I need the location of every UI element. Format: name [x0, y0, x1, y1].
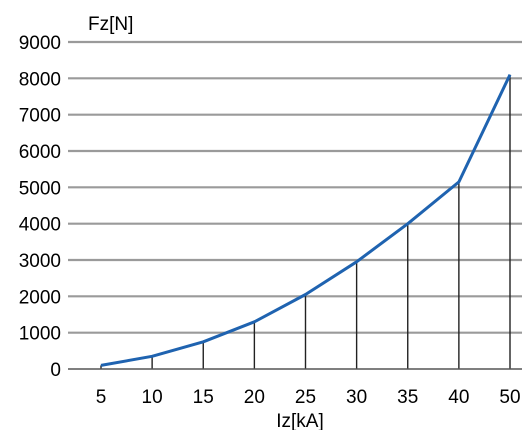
- x-tick-label: 30: [346, 387, 367, 408]
- x-tick-labels: 5 10 15 20 25 30 35 40 50: [96, 387, 521, 408]
- gridlines: [68, 40, 522, 334]
- x-axis-title: Iz[kA]: [276, 411, 324, 430]
- x-tick-label: 20: [244, 387, 265, 408]
- y-tick-label: 4000: [19, 215, 61, 236]
- x-tick-label: 5: [96, 387, 107, 408]
- y-tick-label: 6000: [19, 142, 61, 163]
- y-tick-label: 3000: [19, 251, 61, 272]
- y-tick-label: 1000: [19, 324, 61, 345]
- y-axis-title: Fz[N]: [88, 14, 133, 35]
- x-tick-label: 10: [142, 387, 163, 408]
- x-tick-label: 15: [193, 387, 214, 408]
- drop-lines: [100, 74, 511, 369]
- y-tick-labels: 0 1000 2000 3000 4000 5000 6000 7000 8000 9000: [19, 33, 61, 381]
- y-tick-label: 0: [50, 360, 61, 381]
- x-tick-label: 35: [397, 387, 418, 408]
- series-line: [100, 74, 512, 367]
- y-tick-label: 2000: [19, 287, 61, 308]
- x-tick-label: 25: [295, 387, 316, 408]
- x-tick-label: 50: [499, 387, 520, 408]
- y-tick-label: 8000: [19, 69, 61, 90]
- y-tick-label: 7000: [19, 106, 61, 127]
- y-tick-label: 5000: [19, 178, 61, 199]
- x-tick-label: 40: [448, 387, 469, 408]
- y-tick-label: 9000: [19, 33, 61, 54]
